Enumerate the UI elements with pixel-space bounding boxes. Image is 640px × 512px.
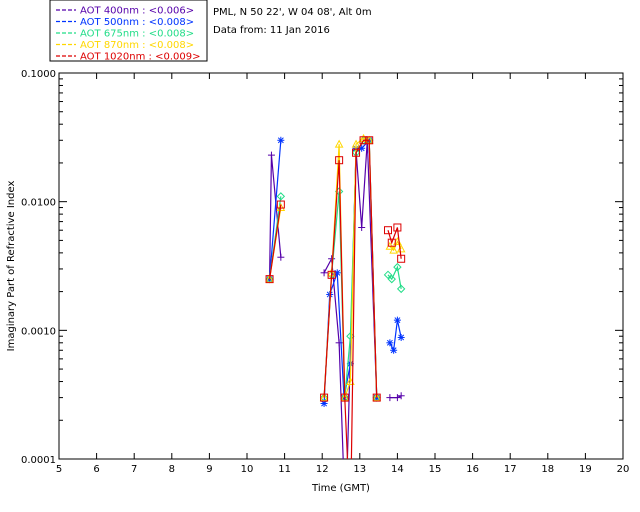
x-tick-label: 20 <box>617 464 630 475</box>
data-point-diamond <box>276 192 286 201</box>
series-aot-1020nm <box>265 136 406 459</box>
data-point-diamond <box>383 270 393 280</box>
data-point-square <box>340 393 349 402</box>
data-point-square <box>352 148 361 157</box>
y-tick-label: 0.0001 <box>21 455 56 466</box>
plot-frame <box>58 72 624 460</box>
data-point-triangle <box>389 245 398 254</box>
x-tick-label: 19 <box>579 464 592 475</box>
x-tick-label: 14 <box>391 464 404 475</box>
data-point-plus <box>358 223 366 231</box>
x-tick-label: 17 <box>504 464 517 475</box>
data-point-plus <box>397 392 405 400</box>
data-point-plus <box>328 255 336 263</box>
data-point-square <box>327 270 336 279</box>
data-point-square <box>384 226 392 235</box>
x-tick-label: 12 <box>316 464 329 475</box>
x-tick-label: 10 <box>241 464 254 475</box>
data-point-star <box>277 136 285 144</box>
x-tick-label: 16 <box>466 464 479 475</box>
x-tick-label: 8 <box>169 464 175 475</box>
data-point-plus <box>277 253 285 261</box>
data-point-square <box>397 254 406 263</box>
x-tick-label: 6 <box>93 464 99 475</box>
data-point-square <box>387 238 396 247</box>
series-line <box>387 227 402 259</box>
data-point-square <box>320 393 329 402</box>
data-point-square <box>265 275 274 284</box>
site-location-label: PML, N 50 22', W 04 08', Alt 0m <box>213 7 372 18</box>
data-point-diamond <box>387 274 396 284</box>
legend-label: AOT 1020nm : <0.009> <box>80 52 200 63</box>
x-tick-label: 13 <box>353 464 366 475</box>
data-point-square <box>359 136 368 145</box>
x-tick-label: 11 <box>278 464 291 475</box>
y-tick-label: 0.0010 <box>21 326 56 337</box>
y-tick-label: 0.1000 <box>21 69 56 80</box>
data-point-square <box>335 156 344 165</box>
x-axis: 5 6 7 8 9 10 11 12 13 14 15 16 17 18 19 20 <box>56 73 630 475</box>
data-point-star <box>390 346 398 354</box>
legend-label: AOT 675nm : <0.008> <box>80 29 194 40</box>
data-point-plus <box>393 394 401 402</box>
series-line <box>268 204 282 280</box>
legend-box <box>49 0 208 62</box>
data-point-plus <box>267 151 275 159</box>
series-aot-870nm <box>265 133 406 402</box>
x-axis-label: Time (GMT) <box>311 483 370 494</box>
data-point-diamond <box>393 262 402 272</box>
data-point-plus <box>320 269 328 277</box>
data-point-square <box>393 223 402 232</box>
y-tick-label: 0.0100 <box>21 198 56 209</box>
x-tick-label: 9 <box>206 464 212 475</box>
data-point-star <box>386 339 394 347</box>
x-tick-label: 7 <box>131 464 137 475</box>
series-aot-675nm <box>265 136 406 402</box>
series-aot-400nm <box>266 136 405 459</box>
legend-label: AOT 500nm : <0.008> <box>80 17 194 28</box>
x-tick-label: 15 <box>429 464 442 475</box>
data-point-triangle <box>351 139 361 148</box>
legend-label: AOT 870nm : <0.008> <box>80 40 194 51</box>
data-point-star <box>393 316 401 324</box>
series-line <box>268 140 282 280</box>
legend-label: AOT 400nm : <0.006> <box>80 6 194 17</box>
y-axis-label: Imaginary Part of Refractive Index <box>6 181 17 352</box>
series-line <box>389 320 402 353</box>
data-point-square <box>276 200 285 209</box>
y-axis: 0.0001 0.0010 0.0100 0.1000 <box>21 69 623 466</box>
x-tick-label: 18 <box>541 464 554 475</box>
data-point-square <box>372 393 381 402</box>
series-layer <box>265 133 406 459</box>
data-point-plus <box>386 394 394 402</box>
data-point-triangle <box>276 202 286 212</box>
x-tick-label: 5 <box>56 464 62 475</box>
data-point-star <box>397 333 405 341</box>
data-date-label: Data from: 11 Jan 2016 <box>213 25 330 36</box>
data-point-square <box>365 136 374 145</box>
data-point-diamond <box>396 284 406 294</box>
data-point-triangle <box>334 139 344 148</box>
legend: AOT 400nm : <0.006>AOT 500nm : <0.008>AO… <box>56 6 200 63</box>
